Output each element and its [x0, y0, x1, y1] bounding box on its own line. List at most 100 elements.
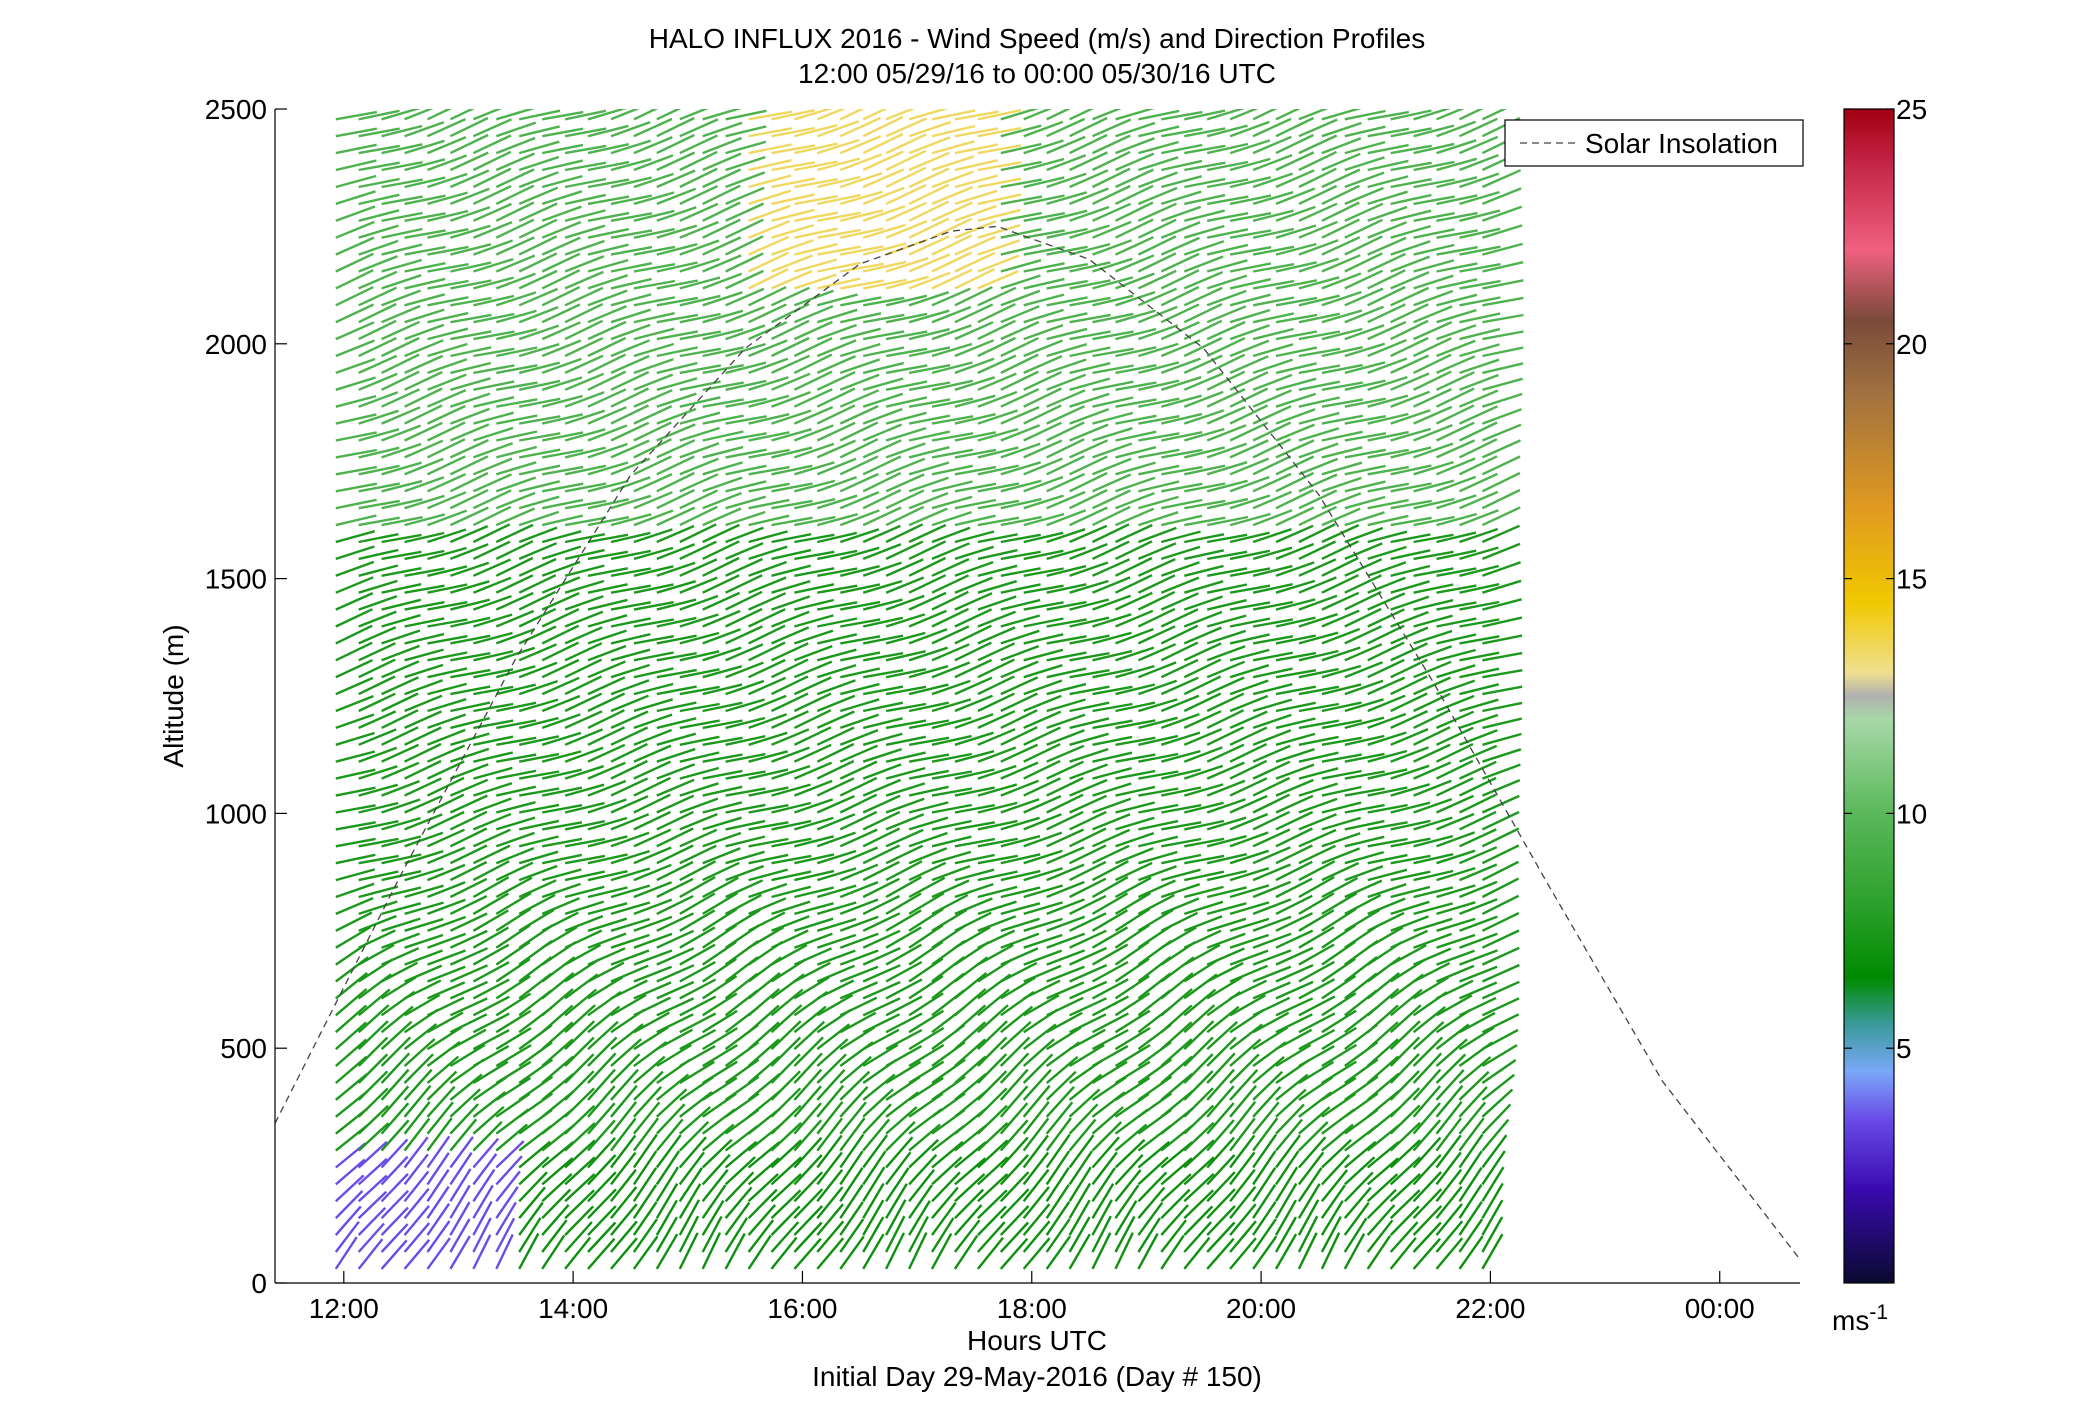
wind-barb [1229, 979, 1268, 1000]
wind-barb [1367, 658, 1405, 679]
wind-barb [541, 514, 584, 527]
wind-barb [908, 1076, 944, 1101]
wind-barb [564, 1221, 593, 1253]
wind-barb [1115, 346, 1157, 358]
wind-barb [1436, 584, 1477, 594]
wind-barb [1114, 1009, 1151, 1034]
wind-barb [541, 303, 581, 324]
wind-barb [1022, 1151, 1050, 1186]
wind-barb [1321, 1009, 1357, 1034]
wind-barb [404, 694, 443, 713]
wind-barb [839, 342, 881, 358]
wind-barb [1321, 524, 1360, 544]
wind-barb [358, 446, 400, 459]
wind-barb [1458, 109, 1484, 121]
wind-barb [1092, 751, 1133, 763]
wind-barb [610, 387, 650, 408]
wind-barb [1413, 886, 1454, 899]
wind-barb [541, 1021, 574, 1050]
wind-barb [1206, 1068, 1235, 1101]
x-tick-label: 00:00 [1685, 1293, 1755, 1324]
wind-barb [1115, 609, 1154, 628]
wind-barb [449, 1184, 471, 1219]
wind-barb [335, 659, 374, 679]
wind-barb [793, 370, 833, 391]
wind-barb [1114, 1138, 1146, 1169]
wind-barb [885, 201, 927, 222]
wind-barb [1114, 992, 1151, 1017]
wind-barb [1252, 1184, 1277, 1219]
wind-barb [633, 760, 672, 780]
wind-barb [1436, 194, 1478, 206]
wind-barb [930, 1233, 953, 1270]
wind-barb [977, 516, 1020, 527]
wind-barb [862, 1118, 891, 1152]
wind-barb [1091, 540, 1130, 560]
wind-barb [748, 694, 787, 713]
wind-barb [1206, 320, 1246, 341]
wind-barb [1069, 561, 1109, 577]
wind-barb [1459, 389, 1499, 408]
wind-barb [908, 1200, 931, 1236]
wind-barb [1436, 949, 1475, 966]
wind-barb [1137, 1140, 1171, 1169]
wind-barb [1275, 980, 1314, 1000]
wind-barb [472, 523, 511, 544]
wind-barb [358, 239, 399, 256]
wind-barb [1321, 1154, 1351, 1186]
wind-barb [1298, 505, 1338, 527]
wind-barb [587, 660, 626, 679]
wind-barb [472, 926, 510, 949]
wind-barb [1000, 533, 1041, 544]
wind-barb [564, 516, 607, 527]
wind-barb [1458, 117, 1498, 138]
wind-barb [931, 1186, 959, 1219]
wind-barb [817, 175, 861, 189]
wind-barb [564, 579, 605, 594]
wind-barb [426, 1117, 453, 1152]
wind-barb [748, 750, 789, 763]
wind-barb [679, 812, 718, 831]
wind-barb [793, 1154, 823, 1186]
wind-barb [610, 1023, 644, 1051]
wind-barb [840, 565, 880, 577]
wind-barb [358, 548, 399, 561]
wind-barb [564, 1156, 596, 1186]
wind-barb [335, 159, 377, 172]
wind-barb [862, 778, 902, 797]
wind-barb [1091, 1151, 1118, 1186]
wind-barb [1184, 144, 1226, 155]
wind-barb [770, 1221, 800, 1253]
wind-barb [1459, 209, 1501, 222]
wind-barb [610, 277, 652, 290]
wind-barb [954, 498, 997, 510]
wind-barb [977, 1189, 1008, 1220]
wind-barb [771, 801, 812, 814]
wind-barb [1389, 1020, 1421, 1050]
wind-barb [610, 212, 653, 222]
wind-barb [449, 1218, 471, 1253]
wind-barb [496, 701, 537, 713]
wind-barb [1023, 475, 1064, 493]
wind-barb [358, 319, 397, 341]
wind-barb [1390, 854, 1431, 865]
wind-barb [748, 821, 789, 831]
wind-barb [1069, 997, 1107, 1017]
wind-barb [1023, 176, 1065, 189]
wind-barb [771, 482, 813, 493]
wind-barb [1069, 346, 1111, 358]
wind-barb [1252, 564, 1293, 577]
wind-barb [702, 430, 744, 442]
wind-barb [1413, 274, 1454, 290]
wind-barb [564, 564, 605, 577]
wind-barb [954, 376, 996, 391]
wind-barb [977, 303, 1016, 324]
wind-barb [564, 642, 603, 662]
wind-barb [1412, 1221, 1442, 1253]
wind-barb [679, 257, 720, 273]
wind-barb [1436, 278, 1478, 290]
wind-barb [1275, 717, 1316, 730]
wind-barb [1161, 448, 1203, 459]
wind-barb [1275, 946, 1314, 966]
wind-barb [954, 560, 994, 577]
